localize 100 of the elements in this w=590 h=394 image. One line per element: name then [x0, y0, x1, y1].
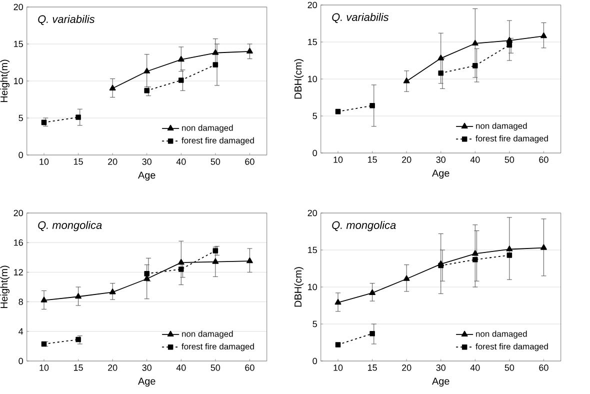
x-tick-label: 30: [436, 156, 446, 163]
text: Q. mongolica: [38, 220, 102, 232]
y-tick-label: 20: [14, 4, 23, 10]
x-tick-label: 20: [402, 156, 412, 163]
point: [335, 108, 341, 114]
point: [75, 292, 82, 299]
x-tick-label: 20: [402, 364, 412, 371]
x-tick-label: 50: [210, 364, 220, 371]
x-tick-label: 15: [368, 364, 377, 371]
x-tick-label: 20: [108, 364, 118, 371]
x-tick-label: 40: [176, 158, 186, 165]
y-tick-label: 4: [18, 328, 24, 334]
x-tick-label: 60: [539, 156, 548, 163]
point: [472, 250, 478, 256]
x-tick-label: 50: [504, 364, 514, 371]
x-tick-label: 50: [210, 158, 220, 165]
point: [472, 63, 478, 68]
y-tick-label: 16: [14, 239, 23, 246]
x-tick-label: 10: [334, 156, 343, 163]
x-tick-label: 30: [436, 364, 446, 371]
x-tick-label: 10: [40, 364, 49, 371]
legend-label: non damaged: [476, 122, 527, 131]
point: [212, 258, 219, 264]
y-axis-title: Height(m): [0, 266, 10, 308]
point: [540, 32, 547, 38]
x-tick-label: 60: [539, 364, 548, 371]
point: [178, 56, 184, 62]
legend-label: non damaged: [182, 124, 233, 133]
legend-label: non damaged: [476, 330, 527, 339]
x-axis-title: Age: [432, 378, 450, 387]
text: Q. variabilis: [38, 14, 95, 25]
x-axis-title: Age: [138, 172, 156, 181]
text: Q. variabilis: [332, 12, 389, 23]
x-tick-label: 40: [470, 156, 480, 163]
point: [109, 288, 116, 294]
legend-label: forest fire damaged: [476, 135, 548, 144]
point: [144, 271, 150, 276]
point: [178, 78, 184, 83]
y-tick-label: 10: [14, 78, 23, 84]
y-tick-label: 20: [308, 210, 317, 216]
point: [41, 120, 47, 126]
y-tick-label: 20: [14, 210, 23, 216]
x-tick-label: 60: [245, 364, 254, 371]
y-tick-label: 0: [312, 358, 317, 364]
x-tick-label: 15: [74, 158, 83, 165]
point: [370, 102, 375, 108]
point: [76, 114, 81, 120]
x-tick-label: 60: [245, 158, 254, 165]
x-axis-title: Age: [432, 170, 450, 179]
y-tick-label: 20: [308, 2, 317, 8]
legend-label: forest fire damaged: [182, 343, 254, 352]
x-tick-label: 20: [108, 158, 118, 165]
y-tick-label: 5: [312, 112, 317, 120]
y-tick-label: 5: [312, 320, 317, 328]
y-tick-label: 15: [308, 246, 317, 254]
point: [403, 275, 410, 281]
x-tick-label: 30: [142, 158, 152, 165]
y-tick-label: 15: [14, 40, 23, 48]
point: [506, 42, 512, 48]
point: [438, 262, 444, 268]
x-tick-label: 15: [368, 156, 377, 163]
legend-label: forest fire damaged: [182, 137, 254, 146]
x-axis-title: Age: [138, 378, 156, 387]
point: [109, 84, 116, 90]
point: [246, 48, 253, 54]
x-tick-label: 15: [74, 364, 83, 371]
y-tick-label: 12: [14, 269, 23, 276]
point: [506, 246, 513, 252]
y-axis-title: Height(m): [0, 60, 10, 102]
x-tick-label: 10: [334, 364, 343, 371]
x-tick-label: 30: [142, 364, 152, 371]
point: [76, 336, 81, 342]
point: [40, 296, 48, 302]
point: [246, 257, 253, 264]
y-axis-title: DBH(cm): [294, 59, 304, 99]
y-tick-label: 0: [18, 152, 23, 158]
text: Q. mongolica: [332, 220, 396, 232]
y-tick-label: 10: [308, 284, 317, 290]
x-tick-label: 40: [176, 364, 186, 371]
point: [472, 256, 478, 262]
x-tick-label: 40: [470, 364, 480, 371]
y-tick-label: 10: [308, 76, 317, 82]
y-tick-label: 0: [18, 358, 23, 364]
y-tick-label: 0: [312, 150, 317, 156]
point: [540, 244, 547, 250]
point: [212, 49, 219, 55]
point: [472, 40, 478, 46]
y-tick-label: 8: [18, 298, 23, 305]
point: [334, 298, 342, 305]
point: [144, 68, 150, 74]
point: [506, 252, 512, 258]
y-axis-title: DBH(cm): [294, 267, 304, 307]
legend-label: non damaged: [182, 330, 233, 339]
legend-label: forest fire damaged: [476, 343, 548, 352]
point: [370, 330, 375, 336]
x-tick-label: 50: [504, 156, 514, 163]
point: [369, 289, 376, 295]
point: [335, 342, 341, 348]
point: [178, 266, 184, 272]
y-tick-label: 5: [18, 114, 23, 122]
